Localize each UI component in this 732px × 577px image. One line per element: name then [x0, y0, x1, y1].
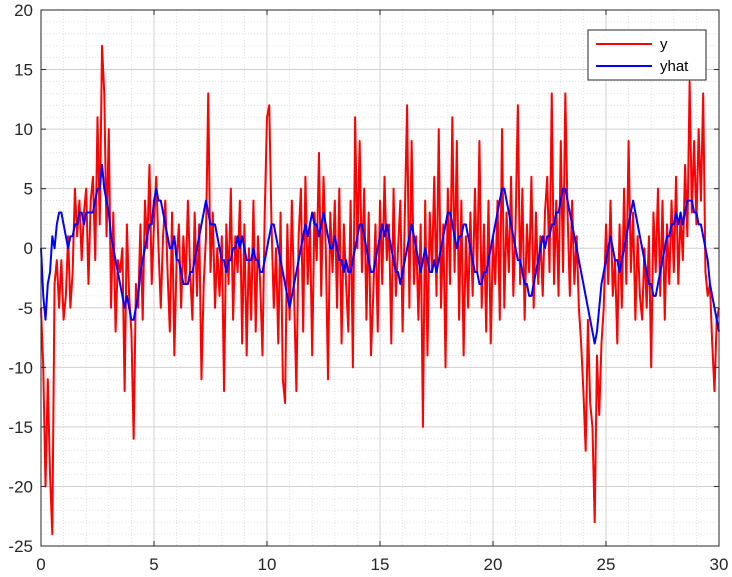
y-tick-label: -10 — [8, 358, 33, 377]
series-layer — [40, 44, 720, 536]
x-axis-ticks: 0 5 10 15 20 25 30 — [36, 10, 728, 574]
y-axis-ticks: -25 -20 -15 -10 -5 0 5 10 15 20 — [8, 1, 719, 556]
series-line-yhat — [40, 163, 720, 345]
legend-box — [587, 29, 707, 81]
x-tick-label: 0 — [36, 555, 45, 574]
series-line-y — [40, 44, 720, 536]
x-tick-label: 5 — [149, 555, 158, 574]
y-tick-label: 15 — [14, 61, 33, 80]
x-tick-label: 20 — [484, 555, 503, 574]
y-tick-label: -5 — [18, 299, 33, 318]
y-tick-label: -25 — [8, 537, 33, 556]
y-tick-label: 10 — [14, 120, 33, 139]
x-tick-label: 10 — [258, 555, 277, 574]
y-tick-label: -15 — [8, 418, 33, 437]
y-tick-label: 20 — [14, 1, 33, 20]
y-tick-label: -20 — [8, 477, 33, 496]
legend: y yhat — [587, 29, 707, 81]
legend-label-yhat: yhat — [660, 58, 689, 75]
x-tick-label: 30 — [710, 555, 729, 574]
x-tick-label: 25 — [597, 555, 616, 574]
y-tick-label: 5 — [24, 180, 33, 199]
x-tick-label: 15 — [371, 555, 390, 574]
y-tick-label: 0 — [24, 239, 33, 258]
legend-label-y: y — [660, 36, 668, 53]
